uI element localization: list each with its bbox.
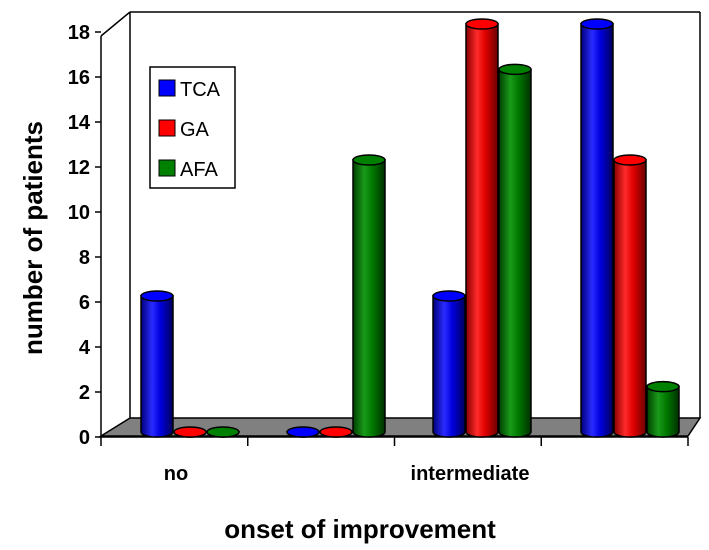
bar-afa <box>352 154 386 438</box>
legend-label-ga: GA <box>180 119 210 141</box>
y-tick-label: 10 <box>68 202 90 224</box>
y-tick-label: 6 <box>79 292 90 314</box>
bar-top <box>465 18 499 30</box>
bar-top <box>319 426 353 438</box>
y-tick-label: 18 <box>68 22 90 44</box>
bar-afa <box>498 63 532 438</box>
bar-afa <box>206 426 240 438</box>
y-tick-label: 14 <box>68 112 91 134</box>
y-tick-label: 12 <box>68 157 90 179</box>
bar-ga <box>319 426 353 438</box>
legend-label-afa: AFA <box>180 159 218 181</box>
x-ticks: no intermediate <box>100 437 689 485</box>
y-tick-label: 4 <box>79 337 91 359</box>
bar-afa <box>646 380 680 438</box>
y-tick-label: 0 <box>79 427 90 449</box>
x-tick-label: no <box>164 463 188 485</box>
bar-body <box>646 385 680 438</box>
bar-top <box>206 426 240 438</box>
bar-top <box>352 154 386 166</box>
bar-body <box>613 159 647 438</box>
y-tick-label: 8 <box>79 247 90 269</box>
legend: TCA GA AFA <box>149 66 236 189</box>
bar-top <box>613 154 647 166</box>
legend-swatch-afa <box>158 159 176 177</box>
bar-top <box>580 18 614 30</box>
legend-swatch-ga <box>158 119 176 137</box>
x-axis-title: onset of improvement <box>224 514 496 544</box>
bar-body <box>432 295 466 438</box>
bar-body <box>465 23 499 438</box>
legend-swatch-tca <box>158 79 176 97</box>
y-ticks: 0 2 4 6 8 10 12 14 16 18 <box>68 22 101 449</box>
bar-top <box>286 426 320 438</box>
bars <box>140 18 680 438</box>
bar-ga <box>465 18 499 438</box>
y-tick-label: 16 <box>68 67 90 89</box>
x-tick-label: intermediate <box>411 463 530 485</box>
bar-top <box>646 380 680 393</box>
bar-top <box>140 290 174 302</box>
legend-label-tca: TCA <box>180 79 221 101</box>
bar-top <box>432 290 466 302</box>
bar-tca <box>580 18 614 438</box>
y-tick-label: 2 <box>79 382 90 404</box>
bar-tca <box>286 426 320 438</box>
y-axis-title: number of patients <box>18 121 48 355</box>
back-wall <box>129 11 701 418</box>
bar-body <box>352 159 386 438</box>
bar-top <box>173 426 207 438</box>
bar-ga <box>613 154 647 438</box>
bar-top <box>498 63 532 76</box>
bar-ga <box>173 426 207 438</box>
bar-body <box>580 23 614 438</box>
y-axis-depth-top <box>100 11 131 37</box>
bar-body <box>498 68 532 438</box>
bar-body <box>140 295 174 438</box>
bar-tca <box>432 290 466 438</box>
bar-tca <box>140 290 174 438</box>
